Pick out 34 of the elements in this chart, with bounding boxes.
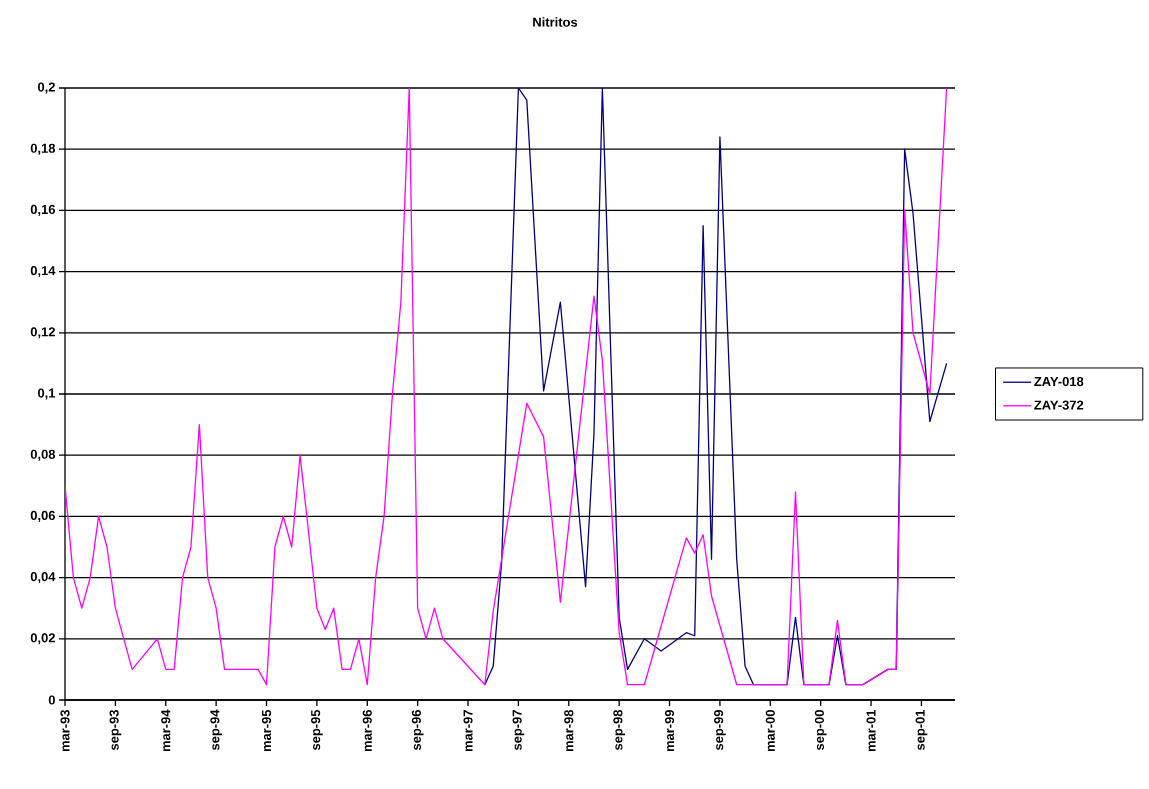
y-tick-label: 0,14 bbox=[30, 266, 56, 278]
x-tick-label: mar-96 bbox=[362, 710, 372, 752]
x-tick-label: sep-99 bbox=[714, 710, 726, 751]
y-tick-label: 0,2 bbox=[37, 82, 55, 94]
x-tick-label: mar-95 bbox=[261, 709, 272, 752]
y-tick-label: 0,12 bbox=[30, 327, 55, 339]
y-tick-label: 0,04 bbox=[30, 572, 56, 584]
x-tick-label: mar-01 bbox=[866, 709, 876, 752]
legend-label: ZAY-018 bbox=[1034, 376, 1084, 387]
line-series bbox=[65, 87, 948, 686]
x-tick-label: sep-01 bbox=[915, 709, 928, 751]
x-tick-label: sep-00 bbox=[814, 710, 827, 751]
x-tick-label: sep-94 bbox=[210, 709, 222, 751]
y-tick-label: 0,08 bbox=[30, 449, 56, 461]
x-tick-label: mar-94 bbox=[161, 709, 171, 752]
y-tick-label: 0,02 bbox=[30, 633, 55, 645]
legend-label: ZAY-372 bbox=[1034, 400, 1084, 410]
x-tick-label: sep-95 bbox=[311, 709, 323, 751]
x-tick-label: mar-98 bbox=[564, 709, 574, 752]
y-tick-label: 0,16 bbox=[30, 204, 56, 216]
x-tick-label: sep-96 bbox=[411, 709, 424, 751]
y-tick-label: 0,06 bbox=[30, 510, 56, 522]
x-tick-label: sep-93 bbox=[109, 709, 122, 751]
x-tick-label: mar-97 bbox=[463, 710, 473, 752]
x-tick-label: sep-98 bbox=[613, 709, 626, 751]
x-tick-label: mar-00 bbox=[765, 710, 775, 752]
y-tick-label: 0,1 bbox=[37, 388, 56, 400]
line-series bbox=[484, 87, 948, 686]
y-tick-label: 0,18 bbox=[30, 143, 56, 155]
y-tick-label: 0 bbox=[48, 695, 55, 705]
x-tick-label: mar-93 bbox=[60, 710, 70, 752]
chart-title: Nitritos bbox=[533, 17, 578, 27]
x-tick-label: sep-97 bbox=[512, 710, 525, 751]
x-tick-label: mar-99 bbox=[664, 710, 675, 752]
